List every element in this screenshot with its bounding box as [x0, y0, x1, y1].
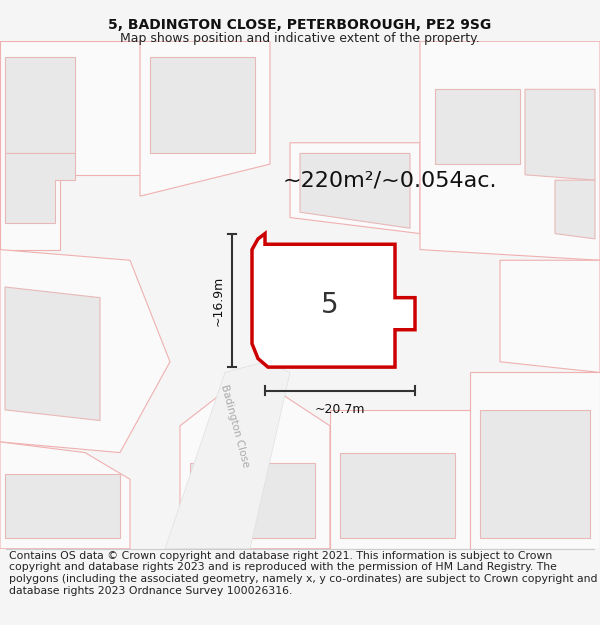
Text: Map shows position and indicative extent of the property.: Map shows position and indicative extent… [120, 32, 480, 45]
Polygon shape [480, 410, 590, 538]
Polygon shape [0, 442, 130, 549]
Polygon shape [500, 260, 600, 372]
Text: Badington Close: Badington Close [219, 383, 251, 468]
Polygon shape [165, 362, 290, 549]
Polygon shape [435, 89, 520, 164]
Polygon shape [300, 153, 410, 228]
Polygon shape [5, 153, 75, 223]
Polygon shape [0, 249, 170, 452]
Text: Contains OS data © Crown copyright and database right 2021. This information is : Contains OS data © Crown copyright and d… [9, 551, 598, 596]
Polygon shape [470, 372, 600, 549]
Text: 5: 5 [321, 291, 339, 319]
Polygon shape [555, 180, 595, 239]
Text: ~220m²/~0.054ac.: ~220m²/~0.054ac. [283, 170, 497, 190]
Polygon shape [420, 41, 600, 260]
Polygon shape [290, 142, 420, 234]
Polygon shape [330, 410, 470, 549]
Polygon shape [190, 463, 315, 538]
Polygon shape [0, 41, 140, 249]
Polygon shape [252, 234, 415, 367]
Polygon shape [5, 474, 120, 538]
Polygon shape [5, 287, 100, 421]
Polygon shape [340, 452, 455, 538]
Polygon shape [150, 58, 255, 153]
Polygon shape [140, 41, 270, 196]
Text: ~20.7m: ~20.7m [315, 403, 365, 416]
Polygon shape [180, 383, 330, 549]
Polygon shape [525, 89, 595, 180]
Text: 5, BADINGTON CLOSE, PETERBOROUGH, PE2 9SG: 5, BADINGTON CLOSE, PETERBOROUGH, PE2 9S… [109, 18, 491, 32]
Polygon shape [272, 252, 385, 359]
Polygon shape [5, 58, 75, 153]
Text: ~16.9m: ~16.9m [212, 276, 224, 326]
